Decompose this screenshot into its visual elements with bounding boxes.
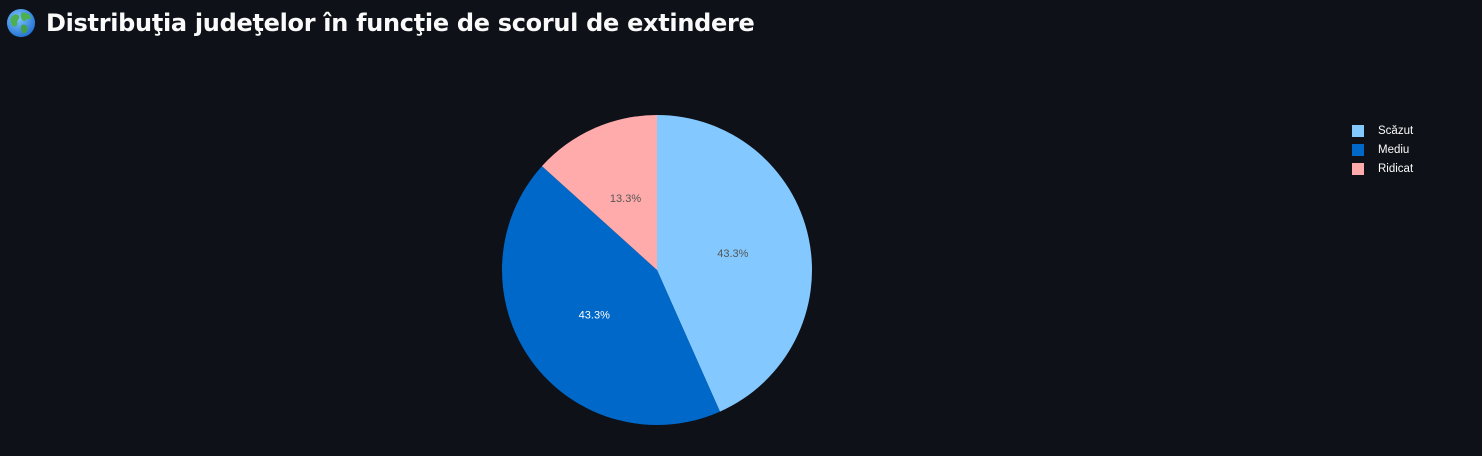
- legend-swatch: [1352, 162, 1364, 175]
- pie-slice-0[interactable]: [657, 115, 812, 412]
- pie-slice-label-1: 43.3%: [579, 309, 610, 321]
- pie-slice-label-0: 43.3%: [717, 248, 748, 260]
- legend-swatch: [1352, 143, 1364, 156]
- pie-slice-1[interactable]: [502, 166, 720, 425]
- pie-slice-2[interactable]: [541, 115, 657, 270]
- legend-item-2[interactable]: Ridicat: [1352, 159, 1413, 178]
- chart-legend: Scăzut Mediu Ridicat: [1352, 121, 1413, 178]
- legend-label: Ridicat: [1378, 162, 1414, 175]
- header: Distribuţia judeţelor în funcţie de scor…: [6, 6, 755, 40]
- page-title: Distribuţia judeţelor în funcţie de scor…: [46, 9, 755, 37]
- legend-label: Scăzut: [1378, 124, 1414, 137]
- legend-item-1[interactable]: Mediu: [1352, 140, 1413, 159]
- globe-icon: [6, 8, 36, 38]
- legend-swatch: [1352, 124, 1364, 137]
- legend-item-0[interactable]: Scăzut: [1352, 121, 1413, 140]
- legend-label: Mediu: [1378, 143, 1410, 156]
- pie-slice-label-2: 13.3%: [610, 193, 641, 205]
